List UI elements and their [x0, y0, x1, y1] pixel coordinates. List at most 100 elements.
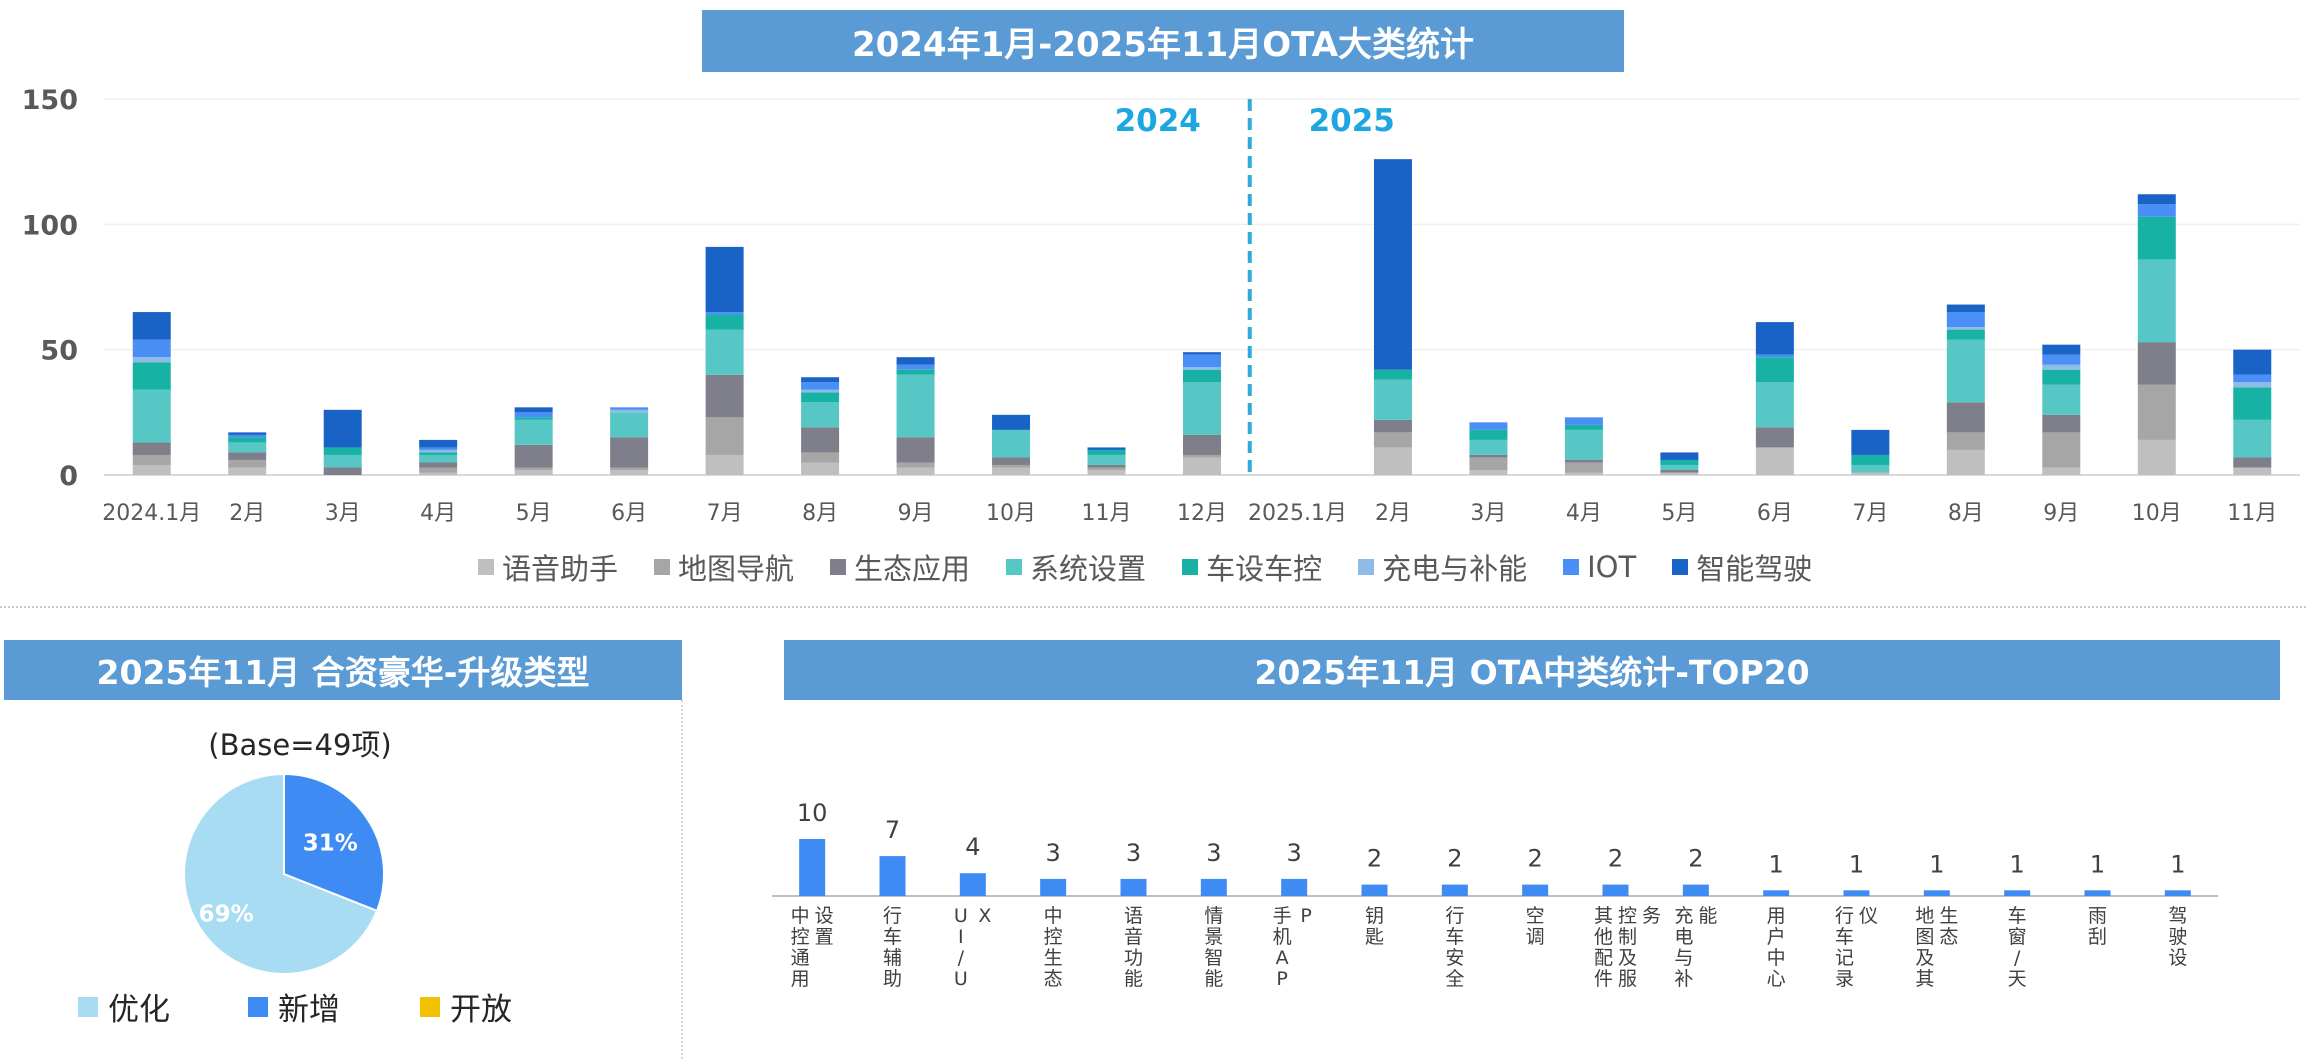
bar-segment: [228, 467, 267, 475]
bar-segment: [132, 442, 171, 455]
bar-segment: [514, 407, 553, 413]
mid-bar-value-label: 7: [885, 816, 900, 844]
mid-bar: [1602, 884, 1629, 896]
mid-bar: [879, 856, 906, 896]
bar-segment: [1660, 464, 1699, 470]
x-tick-label: 12月: [1177, 501, 1227, 526]
legend-label: 智能驾驶: [1696, 552, 1813, 586]
bar-segment: [1660, 472, 1699, 475]
bar-segment: [228, 442, 267, 453]
bar-segment: [323, 447, 362, 455]
pie-legend-label: 优化: [108, 992, 170, 1028]
bar-segment: [1087, 469, 1126, 475]
mid-category-label: 中控生态: [1044, 905, 1063, 990]
bar-segment: [1755, 322, 1794, 355]
mid-bar: [2084, 890, 2111, 896]
mid-bar: [1120, 878, 1147, 896]
year-label-2024: 2024: [1115, 103, 1201, 139]
bar-segment: [1660, 459, 1699, 465]
x-tick-label: 10月: [2132, 501, 2182, 526]
mid-category-label: 中控通用设置: [791, 905, 834, 990]
panel-divider: [681, 700, 683, 1059]
bar-segment: [1946, 402, 1985, 433]
pie-slice-label: 31%: [303, 831, 358, 857]
mid-bar-value-label: 4: [965, 833, 980, 861]
bar-segment: [1660, 452, 1699, 460]
mid-category-label: 其他配件控制及服务: [1594, 905, 1661, 990]
bar-segment: [896, 364, 935, 370]
mid-category-label: 语音功能: [1124, 905, 1143, 990]
bar-segment: [132, 312, 171, 340]
bar-segment: [896, 467, 935, 475]
x-tick-label: 10月: [986, 501, 1036, 526]
pie-legend-label: 新增: [278, 992, 340, 1028]
bar-segment: [1183, 382, 1221, 435]
mid-category-chart-title: 2025年11月 OTA中类统计-TOP20: [784, 640, 2280, 700]
bar-segment: [610, 412, 649, 438]
legend-label: 生态应用: [854, 552, 971, 586]
pie-legend-swatch: [248, 996, 268, 1017]
bar-segment: [1183, 354, 1221, 368]
mid-category-label: 充电与补能: [1674, 905, 1717, 990]
bar-segment: [2042, 369, 2081, 385]
pie-legend: 优化 新增 开放: [78, 984, 678, 1028]
bar-segment: [992, 464, 1031, 468]
bar-segment: [705, 454, 744, 475]
bar-segment: [1469, 439, 1508, 455]
x-tick-label: 3月: [1470, 501, 1506, 526]
mid-bar: [1200, 878, 1227, 896]
bar-segment: [419, 472, 458, 475]
bar-segment: [323, 454, 362, 468]
bar-segment: [2042, 432, 2081, 468]
bar-segment: [132, 454, 171, 465]
bar-segment: [705, 417, 744, 455]
bar-segment: [2233, 349, 2272, 375]
y-tick-label: 100: [22, 210, 78, 241]
bar-segment: [1946, 304, 1985, 313]
bar-segment: [2233, 387, 2272, 420]
legend-swatch: [1563, 559, 1580, 575]
x-tick-label: 7月: [707, 501, 743, 526]
bar-segment: [1373, 447, 1412, 475]
bar-segment: [1755, 427, 1794, 448]
pie-legend-swatch: [78, 996, 98, 1017]
bar-segment: [2137, 342, 2176, 385]
bar-segment: [705, 312, 744, 315]
bar-segment: [2233, 374, 2272, 383]
pie-slice: [183, 772, 379, 975]
bar-segment: [801, 377, 840, 383]
mid-category-label: 车窗/天: [2008, 905, 2027, 990]
bar-segment: [2137, 259, 2176, 343]
bar-segment: [1946, 339, 1985, 403]
mid-bar-value-label: 2: [1608, 845, 1623, 873]
mid-category-label: 行车安全: [1445, 905, 1464, 990]
mid-bar: [2004, 890, 2031, 896]
pie-legend-label: 开放: [450, 992, 512, 1028]
bar-segment: [514, 419, 553, 445]
x-tick-label: 9月: [898, 501, 934, 526]
legend-label: 地图导航: [678, 552, 795, 586]
bar-segment: [323, 409, 362, 448]
bar-segment: [2042, 467, 2081, 475]
legend-item: 智能驾驶: [1672, 546, 1812, 588]
mid-category-label: 雨刮: [2088, 905, 2107, 948]
bar-segment: [132, 389, 171, 443]
bar-segment: [896, 357, 935, 365]
mid-category-label: 手机 A PP: [1273, 905, 1312, 990]
bar-segment: [705, 314, 744, 330]
bar-segment: [896, 369, 935, 375]
bar-segment: [132, 357, 171, 363]
bar-segment: [1946, 312, 1985, 328]
legend-item: 语音助手: [478, 546, 618, 588]
mid-bar-value-label: 3: [1287, 839, 1302, 867]
mid-bar-value-label: 1: [2170, 850, 2185, 878]
bar-segment: [1946, 327, 1985, 330]
mid-bar-value-label: 2: [1688, 845, 1703, 873]
bar-segment: [1755, 354, 1794, 358]
bar-segment: [2042, 364, 2081, 370]
mid-category-label: 行车辅助: [883, 905, 902, 990]
x-tick-label: 2月: [1375, 501, 1411, 526]
mid-bar: [1923, 890, 1950, 896]
legend-swatch: [830, 559, 847, 575]
x-tick-label: 2024.1月: [102, 501, 201, 526]
